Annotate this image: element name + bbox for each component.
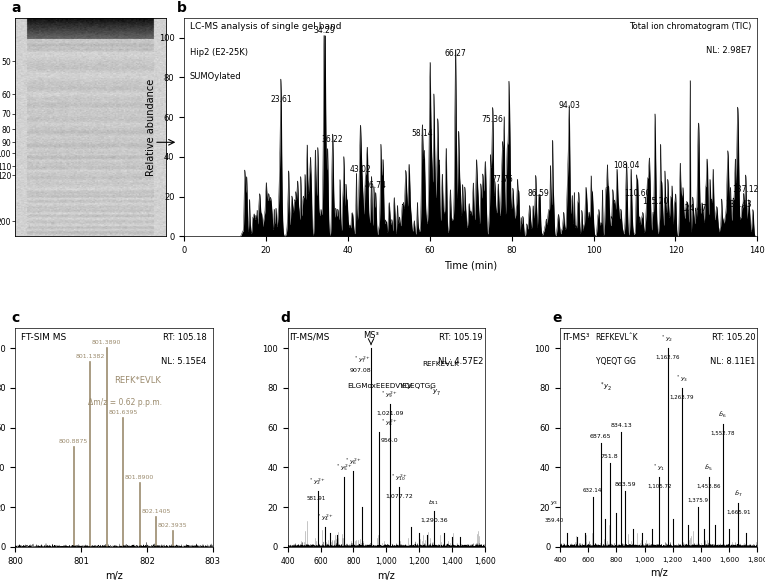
Text: 801.8900: 801.8900 <box>125 475 155 480</box>
X-axis label: m/z: m/z <box>649 568 668 578</box>
Text: 1,162.76: 1,162.76 <box>656 355 680 360</box>
Text: REFKEVLK: REFKEVLK <box>422 361 459 367</box>
Text: $\hat{b}_5$: $\hat{b}_5$ <box>705 463 713 473</box>
Text: IT-MS/MS: IT-MS/MS <box>290 333 330 342</box>
Text: $^*y_2$: $^*y_2$ <box>600 380 613 393</box>
Text: 46.74: 46.74 <box>365 181 386 189</box>
Text: $b_{11}$: $b_{11}$ <box>428 498 440 507</box>
Text: $^*y_1$: $^*y_1$ <box>653 463 666 473</box>
Text: Δm/z = 0.62 p.p.m.: Δm/z = 0.62 p.p.m. <box>88 398 162 407</box>
Text: 1,665.91: 1,665.91 <box>726 510 750 515</box>
Text: YQEQTGG: YQEQTGG <box>400 383 436 389</box>
Text: 110.60: 110.60 <box>623 189 650 198</box>
Text: 115.20: 115.20 <box>643 196 669 205</box>
Text: Hip2 (E2-25K): Hip2 (E2-25K) <box>190 48 248 57</box>
Text: 108.04: 108.04 <box>614 161 640 170</box>
Text: 1,021.09: 1,021.09 <box>376 410 403 416</box>
Text: 43.02: 43.02 <box>350 165 371 173</box>
Text: $^*y_8^{2+}$: $^*y_8^{2+}$ <box>381 417 398 427</box>
Text: FT-SIM MS: FT-SIM MS <box>21 333 67 342</box>
Text: $^*y_7$: $^*y_7$ <box>428 385 441 397</box>
Text: 75.36: 75.36 <box>482 115 503 124</box>
X-axis label: m/z: m/z <box>105 571 123 581</box>
Text: e: e <box>552 311 562 325</box>
Text: 1,263.79: 1,263.79 <box>669 395 694 400</box>
Text: IT-MS³: IT-MS³ <box>562 333 590 342</box>
Text: 800.8875: 800.8875 <box>59 439 88 445</box>
Text: NL: 5.15E4: NL: 5.15E4 <box>161 356 207 366</box>
Text: 1,375.9: 1,375.9 <box>687 498 708 503</box>
Text: NL: 4.57E2: NL: 4.57E2 <box>438 356 483 366</box>
Text: $\hat{b}_6$: $\hat{b}_6$ <box>718 409 727 420</box>
Y-axis label: Relative abundance: Relative abundance <box>146 78 156 176</box>
Text: ELGMoxEEEDVIEV: ELGMoxEEEDVIEV <box>347 383 412 389</box>
Text: REFKEVLˆK: REFKEVLˆK <box>595 333 638 342</box>
Text: REFK*EVLK: REFK*EVLK <box>114 376 161 385</box>
Text: $y_3$: $y_3$ <box>550 499 558 507</box>
Text: c: c <box>11 311 20 325</box>
Text: $^*y_4^{2+}$: $^*y_4^{2+}$ <box>317 512 334 523</box>
Text: YQEQT GG: YQEQT GG <box>595 356 636 366</box>
X-axis label: m/z: m/z <box>377 571 396 581</box>
Text: NL: 2.98E7: NL: 2.98E7 <box>706 46 752 55</box>
Text: b: b <box>177 1 187 15</box>
Text: LC-MS analysis of single gel band: LC-MS analysis of single gel band <box>190 22 341 31</box>
Text: RT: 105.19: RT: 105.19 <box>439 333 483 342</box>
Text: 802.1405: 802.1405 <box>142 509 171 514</box>
Text: $^*y_2^{2+}$: $^*y_2^{2+}$ <box>309 476 326 487</box>
Text: 801.3890: 801.3890 <box>92 340 122 345</box>
Text: 687.65: 687.65 <box>590 435 611 439</box>
Text: 36.22: 36.22 <box>322 135 343 144</box>
Text: 632.14: 632.14 <box>583 488 602 493</box>
Text: Total ion chromatogram (TIC): Total ion chromatogram (TIC) <box>630 22 752 31</box>
Text: 124.47: 124.47 <box>681 205 707 213</box>
Text: 359.40: 359.40 <box>545 518 564 523</box>
Text: 66.27: 66.27 <box>444 49 467 58</box>
Text: 801.1382: 801.1382 <box>76 354 105 359</box>
Text: NL: 8.11E1: NL: 8.11E1 <box>710 356 755 366</box>
Text: 956.0: 956.0 <box>381 439 399 443</box>
Text: 801.6395: 801.6395 <box>109 410 138 415</box>
Text: $^*y_7^{2+}$: $^*y_7^{2+}$ <box>354 354 371 365</box>
Text: MS³: MS³ <box>363 331 379 340</box>
Text: 77.75: 77.75 <box>492 175 513 183</box>
Text: 1,077.72: 1,077.72 <box>386 494 413 499</box>
Text: 94.03: 94.03 <box>558 101 580 110</box>
Text: RT: 105.20: RT: 105.20 <box>711 333 755 342</box>
Text: $^*y_3$: $^*y_3$ <box>675 373 688 384</box>
Text: a: a <box>11 1 21 15</box>
Text: 751.8: 751.8 <box>601 455 618 459</box>
Text: $^*y_9^{2+}$: $^*y_9^{2+}$ <box>381 389 399 400</box>
Text: 907.08: 907.08 <box>350 368 371 373</box>
Text: 1,105.72: 1,105.72 <box>647 484 672 489</box>
Text: 135.43: 135.43 <box>725 201 752 209</box>
X-axis label: Time (min): Time (min) <box>444 260 497 270</box>
Text: 863.59: 863.59 <box>614 482 636 487</box>
Text: 23.61: 23.61 <box>270 95 291 104</box>
Text: 137.12: 137.12 <box>732 185 759 193</box>
Text: 802.3935: 802.3935 <box>158 523 187 528</box>
Text: $^*y_{10}^{2+}$: $^*y_{10}^{2+}$ <box>391 472 408 483</box>
Text: 1,290.36: 1,290.36 <box>420 518 448 523</box>
Text: SUMOylated: SUMOylated <box>190 72 242 81</box>
Text: 581.91: 581.91 <box>307 496 326 501</box>
Text: $^*y_6^{2+}$: $^*y_6^{2+}$ <box>345 456 362 467</box>
Text: $^*y_5^{2+}$: $^*y_5^{2+}$ <box>336 463 353 473</box>
Text: $^*y_2$: $^*y_2$ <box>662 334 674 344</box>
Text: 58.14: 58.14 <box>412 129 433 138</box>
Text: 34.29: 34.29 <box>314 25 336 35</box>
Text: $\hat{b}_7$: $\hat{b}_7$ <box>734 489 743 499</box>
Text: RT: 105.18: RT: 105.18 <box>163 333 207 342</box>
Text: d: d <box>280 311 290 325</box>
Text: 834.13: 834.13 <box>610 423 632 427</box>
Text: 1,453.86: 1,453.86 <box>696 484 721 489</box>
Text: 1,552.78: 1,552.78 <box>710 430 734 436</box>
Text: 86.59: 86.59 <box>528 189 549 198</box>
